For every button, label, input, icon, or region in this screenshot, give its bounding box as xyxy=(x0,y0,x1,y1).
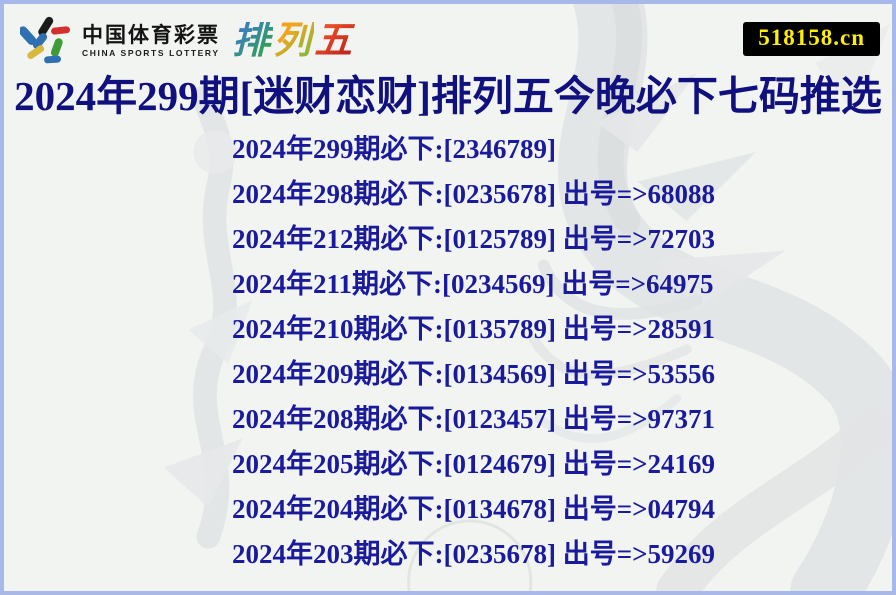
page-title: 2024年299期[迷财恋财]排列五今晚必下七码推选 xyxy=(14,73,882,119)
prediction-line: 2024年298期必下:[0235678] 出号=>68088 xyxy=(232,179,715,209)
game-name-char-3: 五 xyxy=(314,20,354,62)
prediction-line: 2024年209期必下:[0134569] 出号=>53556 xyxy=(232,359,715,389)
prediction-list: 2024年299期必下:[2346789] 2024年298期必下:[02356… xyxy=(232,124,715,574)
prediction-line: 2024年205期必下:[0124679] 出号=>24169 xyxy=(232,449,715,479)
header: 中国体育彩票 CHINA SPORTS LOTTERY 排 列 五 xyxy=(20,16,355,66)
brand-text: 中国体育彩票 CHINA SPORTS LOTTERY xyxy=(82,25,220,58)
china-sports-lottery-logo-icon xyxy=(20,16,71,64)
prediction-line: 2024年208期必下:[0123457] 出号=>97371 xyxy=(232,404,715,434)
prediction-line: 2024年211期必下:[0234569] 出号=>64975 xyxy=(232,269,714,299)
game-name-char-2: 列 xyxy=(273,20,313,62)
prediction-line: 2024年210期必下:[0135789] 出号=>28591 xyxy=(232,314,715,344)
game-name-char-1: 排 xyxy=(232,20,272,62)
brand-name-english: CHINA SPORTS LOTTERY xyxy=(82,47,220,58)
brand-name-chinese: 中国体育彩票 xyxy=(82,23,220,47)
prediction-line: 2024年203期必下:[0235678] 出号=>59269 xyxy=(232,539,715,569)
site-url-badge: 518158.cn xyxy=(743,22,880,56)
game-name-pailiewu: 排 列 五 xyxy=(232,22,355,60)
prediction-line: 2024年204期必下:[0134678] 出号=>04794 xyxy=(232,494,715,524)
prediction-line: 2024年212期必下:[0125789] 出号=>72703 xyxy=(232,224,715,254)
prediction-line: 2024年299期必下:[2346789] xyxy=(232,134,556,164)
